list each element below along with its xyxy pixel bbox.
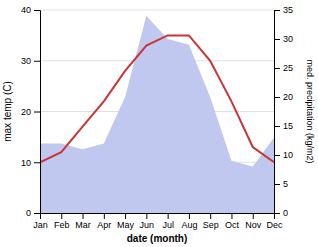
tick-mark bbox=[189, 213, 190, 219]
tick-label: 20 bbox=[283, 92, 293, 102]
tick-mark bbox=[104, 213, 105, 219]
tick-label: Oct bbox=[225, 220, 240, 230]
tick-mark bbox=[274, 155, 280, 156]
tick: Nov bbox=[245, 213, 262, 230]
tick-mark bbox=[146, 213, 147, 219]
marks bbox=[40, 16, 274, 213]
tick-mark bbox=[274, 97, 280, 98]
y2-axis-title: med. precipitation (kg/m2) bbox=[305, 59, 315, 163]
tick-label: Jan bbox=[33, 220, 48, 230]
tick-mark bbox=[210, 213, 211, 219]
tick: Mar bbox=[75, 213, 91, 230]
tick: Dec bbox=[266, 213, 283, 230]
tick: 20 bbox=[274, 92, 293, 102]
tick-label: 0 bbox=[283, 208, 288, 218]
tick-label: Apr bbox=[97, 220, 111, 230]
tick-mark bbox=[34, 112, 40, 113]
tick-mark bbox=[34, 10, 40, 11]
tick-mark bbox=[34, 213, 40, 214]
tick: 25 bbox=[274, 63, 293, 73]
axis-line bbox=[275, 11, 281, 214]
tick-label: Feb bbox=[54, 220, 70, 230]
tick: Sep bbox=[203, 213, 219, 230]
tick-label: 0 bbox=[26, 208, 31, 218]
tick: 30 bbox=[21, 56, 40, 66]
tick-label: Sep bbox=[203, 220, 219, 230]
tick: 20 bbox=[21, 107, 40, 117]
line bbox=[40, 35, 274, 162]
tick-mark bbox=[168, 213, 169, 219]
tick-label: Jul bbox=[162, 220, 174, 230]
area bbox=[40, 16, 274, 213]
tick: Jul bbox=[162, 213, 174, 230]
tick: 35 bbox=[274, 5, 293, 15]
tick-mark bbox=[274, 68, 280, 69]
tick-label: 10 bbox=[283, 150, 293, 160]
tick-mark bbox=[274, 213, 280, 214]
tick-mark bbox=[61, 213, 62, 219]
tick: 10 bbox=[21, 158, 40, 168]
x-axis: Jan Feb Mar Apr May Jun Jul Aug Sep Oct Nov Dec bbox=[33, 213, 283, 230]
tick-label: Jun bbox=[140, 220, 155, 230]
grid bbox=[40, 10, 274, 213]
tick-label: May bbox=[117, 220, 135, 230]
tick: Jan bbox=[33, 213, 48, 230]
tick: 10 bbox=[274, 150, 293, 160]
y-axis-title: max temp (C) bbox=[2, 81, 13, 142]
tick-label: Dec bbox=[266, 220, 283, 230]
tick: 0 bbox=[274, 208, 288, 218]
y-axis: 0 10 20 30 40 bbox=[21, 5, 41, 218]
tick-mark bbox=[125, 213, 126, 219]
tick: Oct bbox=[225, 213, 240, 230]
axis-line bbox=[41, 214, 275, 220]
tick: 0 bbox=[26, 208, 40, 218]
y2-axis: 0 5 10 15 20 25 30 35 bbox=[274, 5, 293, 218]
tick-mark bbox=[253, 213, 254, 219]
tick: 15 bbox=[274, 121, 293, 131]
tick: Jun bbox=[140, 213, 155, 230]
tick: 5 bbox=[274, 179, 288, 189]
chart: JanFebMarAprMayJunJulAugSepOctNovDec0102… bbox=[0, 0, 318, 247]
tick: Aug bbox=[181, 213, 197, 230]
tick-label: 40 bbox=[21, 5, 31, 15]
tick-label: 25 bbox=[283, 63, 293, 73]
tick-label: 35 bbox=[283, 5, 293, 15]
tick-mark bbox=[274, 184, 280, 185]
tick-label: 30 bbox=[283, 34, 293, 44]
tick: Apr bbox=[97, 213, 111, 230]
tick-label: 5 bbox=[283, 179, 288, 189]
tick-mark bbox=[231, 213, 232, 219]
tick-mark bbox=[34, 61, 40, 62]
tick-label: Mar bbox=[75, 220, 91, 230]
tick-mark bbox=[274, 39, 280, 40]
x-axis-title: date (month) bbox=[127, 233, 188, 244]
tick-mark bbox=[274, 10, 280, 11]
tick: 40 bbox=[21, 5, 40, 15]
tick-label: 10 bbox=[21, 158, 31, 168]
tick: May bbox=[117, 213, 135, 230]
tick-label: Nov bbox=[245, 220, 262, 230]
tick-mark bbox=[34, 162, 40, 163]
tick-label: Aug bbox=[181, 220, 197, 230]
axis-line bbox=[34, 11, 41, 214]
tick-mark bbox=[274, 126, 280, 127]
tick-label: 20 bbox=[21, 107, 31, 117]
plot-root: JanFebMarAprMayJunJulAugSepOctNovDec0102… bbox=[21, 5, 293, 230]
tick: Feb bbox=[54, 213, 70, 230]
tick-mark bbox=[83, 213, 84, 219]
tick: 30 bbox=[274, 34, 293, 44]
tick-label: 15 bbox=[283, 121, 293, 131]
tick-label: 30 bbox=[21, 56, 31, 66]
grid-line bbox=[40, 10, 274, 11]
